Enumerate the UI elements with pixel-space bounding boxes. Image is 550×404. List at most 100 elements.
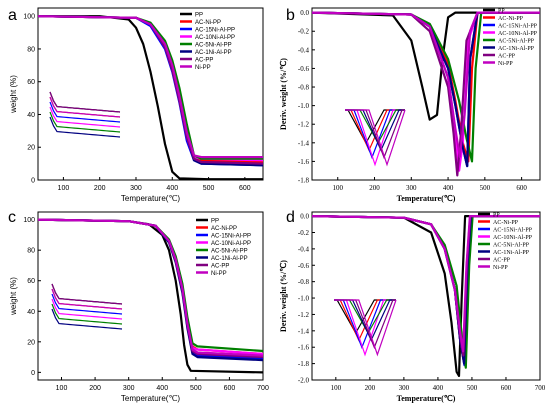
series-line-AC-10Ni-Al-PP	[37, 218, 264, 356]
x-tick-label: 600	[239, 185, 251, 192]
legend-label: AC-5Ni-Al-PP	[493, 243, 530, 249]
x-tick-label: 100	[331, 384, 342, 392]
y-tick-label: -0.2	[298, 28, 310, 36]
y-tick-label: -1.2	[298, 121, 310, 129]
series-line-Ni-PP	[311, 215, 540, 353]
x-tick-label: 200	[369, 184, 380, 192]
legend-label: AC-10Ni-Al-PP	[211, 241, 251, 247]
y-tick-label: -1.8	[298, 177, 310, 185]
y-axis-label: Deriv. weight (%/℃)	[279, 260, 288, 332]
y-tick-label: -0.6	[298, 65, 310, 73]
y-tick-label: 40	[27, 112, 35, 119]
legend-label: PP	[493, 213, 500, 219]
legend-label: PP	[498, 9, 505, 15]
series-line-PP	[311, 215, 540, 377]
y-axis-label: weight (%)	[9, 75, 18, 114]
x-axis-label: Temperature(℃)	[121, 194, 181, 203]
x-tick-label: 400	[156, 385, 168, 392]
inset-zoom	[51, 283, 123, 330]
x-tick-label: 500	[190, 385, 202, 392]
x-tick-label: 100	[332, 184, 343, 192]
legend-label: AC-PP	[211, 264, 229, 270]
legend-label: PP	[211, 219, 219, 225]
inset-line-Ni-PP	[49, 96, 121, 118]
series-line-Ni-PP	[37, 218, 264, 357]
y-tick-label: -2.0	[298, 377, 310, 385]
y-axis-label: weight (%)	[9, 277, 18, 316]
y-axis-label: Deriv. weight (%/℃)	[279, 58, 288, 130]
y-tick-label: -1.4	[298, 139, 310, 147]
y-tick-label: 80	[27, 46, 35, 53]
series-line-Ni-PP	[311, 11, 540, 158]
y-tick-label: 80	[27, 248, 35, 255]
legend-label: AC-5Ni-Al-PP	[211, 249, 248, 255]
legend-label: AC-Ni-PP	[498, 16, 524, 22]
inset-zoom	[334, 299, 397, 357]
legend-label: AC-10Ni-Al-PP	[195, 35, 235, 41]
y-tick-label: 0.0	[300, 213, 309, 221]
inset-line-AC-10Ni-Al-PP	[51, 298, 123, 320]
legend-label: AC-15Ni-Al-PP	[493, 228, 533, 234]
legend-label: AC-Ni-PP	[493, 220, 519, 226]
y-tick-label: -0.4	[298, 245, 310, 253]
x-tick-label: 500	[203, 185, 215, 192]
x-tick-label: 300	[123, 385, 135, 392]
legend-label: AC-Ni-PP	[211, 226, 237, 232]
series-line-Ni-PP	[37, 15, 263, 159]
inset-line-AC-1Ni-Al-PP	[51, 308, 123, 330]
legend-label: AC-15Ni-Al-PP	[211, 234, 251, 240]
legend-label: AC-Ni-PP	[195, 20, 221, 26]
y-tick-label: 100	[23, 217, 35, 224]
inset-line-AC-15Ni-Al-PP	[49, 101, 121, 123]
y-tick-label: 20	[27, 145, 35, 152]
panel-label: d	[286, 209, 295, 226]
series-line-AC-Ni-PP	[37, 218, 264, 356]
y-tick-label: -1.0	[298, 295, 310, 303]
y-tick-label: 60	[27, 278, 35, 285]
y-tick-label: 0.0	[300, 9, 309, 17]
y-tick-label: -1.8	[298, 360, 310, 368]
inset-line-Ni-PP	[334, 299, 397, 357]
x-tick-label: 100	[56, 385, 68, 392]
x-tick-label: 100	[58, 185, 70, 192]
x-tick-label: 700	[257, 385, 269, 392]
inset-line-AC-1Ni-Al-PP	[49, 116, 121, 138]
legend-label: Ni-PP	[493, 265, 508, 271]
x-tick-label: 500	[480, 184, 491, 192]
inset-line-AC-PP	[51, 283, 123, 305]
inset-line-AC-5Ni-Al-PP	[49, 111, 121, 133]
legend-label: AC-10Ni-Al-PP	[498, 31, 538, 37]
y-tick-label: -1.6	[298, 344, 310, 352]
x-axis-label: Temperature(℃)	[397, 394, 456, 403]
series-line-PP	[38, 15, 263, 181]
x-tick-label: 400	[443, 184, 454, 192]
legend-label: AC-1Ni-Al-PP	[211, 256, 248, 262]
legend-label: AC-5Ni-Al-PP	[498, 39, 535, 45]
panel-label: b	[286, 7, 295, 24]
y-tick-label: 0	[31, 370, 35, 377]
x-axis-label: Temperature(℃)	[121, 394, 181, 403]
plot-frame	[311, 211, 541, 381]
chart-panel-c: 100 200 300 400 500 600 700 0 20 40 60 80 100 Tempera…	[8, 209, 269, 403]
legend-label: AC-15Ni-Al-PP	[195, 28, 235, 34]
legend-label: AC-5Ni-Al-PP	[195, 43, 232, 49]
chart-panel-a: 100 200 300 400 500 600 0 20 40 60 80 100 Temperatur…	[8, 7, 264, 203]
y-tick-label: 40	[27, 309, 35, 316]
legend-label: PP	[195, 13, 203, 19]
x-tick-label: 600	[516, 184, 527, 192]
panel-label: a	[8, 7, 17, 24]
y-tick-label: 20	[27, 339, 35, 346]
panel-label: c	[8, 209, 16, 226]
legend-label: AC-PP	[498, 54, 516, 60]
x-tick-label: 700	[535, 384, 546, 392]
inset-line-AC-5Ni-Al-PP	[51, 303, 123, 325]
inset-line-Ni-PP	[51, 288, 123, 310]
inset-line-AC-PP	[49, 91, 121, 113]
x-tick-label: 200	[94, 185, 106, 192]
y-tick-label: 0	[31, 178, 35, 185]
chart-panel-d: 100 200 300 400 500 600 700 0.0 -0.2 -0.4 -0.6 -0.8…	[279, 209, 546, 403]
